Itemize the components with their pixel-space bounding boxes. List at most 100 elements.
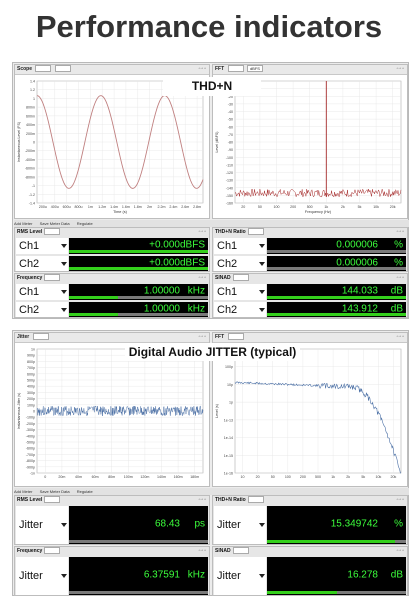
y-tick-label: 1e-14 <box>224 436 233 440</box>
unit-dropdown[interactable] <box>44 228 61 236</box>
y-tick-label: 800p <box>27 360 35 364</box>
frequency-meter: Frequency ▫▫▫ Ch1 1.00000 kHz Ch2 1.00000 k… <box>14 273 210 318</box>
level-track <box>69 313 208 316</box>
unit-dropdown[interactable] <box>44 547 61 555</box>
y-tick-label: 200p <box>27 397 35 401</box>
channel-dropdown-icon[interactable] <box>61 290 67 294</box>
x-tick-label: 5k <box>361 475 365 479</box>
unit-dropdown[interactable] <box>247 228 264 236</box>
channel-label: Ch1 <box>16 284 68 300</box>
y-tick-label: -600m <box>25 167 35 171</box>
rms-level-meter: RMS Level ▫▫▫ Jitter 68.43 ps <box>14 495 210 545</box>
channel-dropdown-icon[interactable] <box>259 574 265 578</box>
save-meter-data-button[interactable]: Save Meter Data <box>39 489 70 494</box>
scope-dropdown-2[interactable] <box>54 65 71 73</box>
regulate-button[interactable]: Regulate <box>76 221 93 226</box>
channel-label: Ch2 <box>214 256 266 271</box>
channel-dropdown-icon[interactable] <box>61 261 67 266</box>
x-tick-label: 800u <box>75 205 83 209</box>
level-track <box>267 591 406 594</box>
meter-display: 1.00000 kHz <box>69 302 208 317</box>
meter-unit: dBFS <box>179 256 205 268</box>
x-tick-label: 10 <box>241 475 245 479</box>
meter-row-ch2: Ch2 143.912 dB <box>214 302 406 317</box>
scope-dropdown-1[interactable] <box>35 65 52 73</box>
x-tick-label: 20 <box>241 205 245 209</box>
fft-dropdown-1[interactable] <box>227 333 244 341</box>
level-bar <box>69 313 118 316</box>
x-tick-label: 2.8m <box>193 205 201 209</box>
fft-toolbar: FFT ▫▫▫ <box>213 333 407 343</box>
jitter-spectrum-trace <box>234 381 402 474</box>
y-tick-label: -800p <box>26 459 35 463</box>
channel-dropdown-icon[interactable] <box>61 307 67 312</box>
channel-label: Jitter <box>16 506 68 544</box>
regulate-button[interactable]: Regulate <box>76 489 93 494</box>
meter-unit: dBFS <box>179 239 205 251</box>
y-tick-label: -100p <box>26 416 35 420</box>
unit-dropdown[interactable] <box>44 496 61 504</box>
meter-controls-icon[interactable]: ▫▫▫ <box>198 229 207 235</box>
meter-controls-icon[interactable]: ▫▫▫ <box>396 229 405 235</box>
y-tick-label: -150 <box>226 194 233 198</box>
y-tick-label: -900p <box>26 465 35 469</box>
meter-unit: % <box>394 518 403 530</box>
meter-display: 68.43 ps <box>69 506 208 544</box>
x-tick-label: 1.2m <box>98 205 106 209</box>
unit-dropdown[interactable] <box>232 547 249 555</box>
channel-dropdown-icon[interactable] <box>259 261 265 266</box>
channel-dropdown-icon[interactable] <box>259 307 265 312</box>
meter-controls-icon[interactable]: ▫▫▫ <box>396 497 405 503</box>
meter-unit: dB <box>390 302 403 314</box>
x-tick-label: 200 <box>300 475 306 479</box>
meter-display: 0.000006% <box>267 256 406 271</box>
fft-plot: 0-10-20-30-40-50-60-70-80-90-100-110-120… <box>215 80 402 214</box>
y-tick-label: 300p <box>27 391 35 395</box>
panel-controls-icon[interactable]: ▫▫▫ <box>198 66 207 72</box>
meter-title: THD+N Ratio ▫▫▫ <box>215 228 405 236</box>
meter-controls-icon[interactable]: ▫▫▫ <box>198 497 207 503</box>
channel-dropdown-icon[interactable] <box>259 523 265 527</box>
y-tick-label: 1 <box>33 97 35 101</box>
channel-dropdown-icon[interactable] <box>61 244 67 248</box>
unit-dropdown[interactable] <box>247 496 264 504</box>
y-tick-label: 200m <box>26 132 35 136</box>
meter-controls-icon[interactable]: ▫▫▫ <box>198 275 207 281</box>
channel-label: Jitter <box>214 557 266 595</box>
y-tick-label: -1n <box>30 472 35 476</box>
channel-dropdown-icon[interactable] <box>61 523 67 527</box>
fft-dropdown-2[interactable]: dBFS <box>246 65 263 73</box>
channel-dropdown-icon[interactable] <box>259 244 265 248</box>
meter-value: 144.033 <box>341 285 378 297</box>
unit-dropdown[interactable] <box>232 274 249 282</box>
save-meter-data-button[interactable]: Save Meter Data <box>39 221 70 226</box>
meter-controls-icon[interactable]: ▫▫▫ <box>198 548 207 554</box>
y-tick-label: 1.4 <box>30 80 35 84</box>
fft-dropdown-1[interactable] <box>227 65 244 73</box>
y-tick-label: -130 <box>226 179 233 183</box>
x-tick-label: 100 <box>274 205 280 209</box>
scope-dropdown-1[interactable] <box>32 333 49 341</box>
meter-unit: % <box>394 239 403 251</box>
x-tick-label: 100m <box>124 475 133 479</box>
panel-controls-icon[interactable]: ▫▫▫ <box>198 334 207 340</box>
panel-controls-icon[interactable]: ▫▫▫ <box>396 66 405 72</box>
meter-controls-icon[interactable]: ▫▫▫ <box>396 275 405 281</box>
panel-controls-icon[interactable]: ▫▫▫ <box>396 334 405 340</box>
channel-dropdown-icon[interactable] <box>61 574 67 578</box>
level-bar <box>69 267 208 270</box>
sine-trace <box>36 95 204 189</box>
unit-dropdown[interactable] <box>44 274 61 282</box>
meter-value: 16.278 <box>347 569 378 581</box>
meter-row-jitter: Jitter 6.37591 kHz <box>16 557 208 595</box>
add-meter-button[interactable]: Add Meter <box>14 489 33 494</box>
y-tick-label: -110 <box>226 163 233 167</box>
meter-row-ch1: Ch1 1.00000 kHz <box>16 284 208 300</box>
channel-dropdown-icon[interactable] <box>259 290 265 294</box>
y-tick-label: -100 <box>226 156 233 160</box>
y-tick-label: 100p <box>225 365 233 369</box>
meter-controls-icon[interactable]: ▫▫▫ <box>396 548 405 554</box>
thd-ratio-meter: THD+N Ratio ▫▫▫ Ch1 0.000006% Ch2 0.00000… <box>212 227 408 272</box>
y-tick-label: -1.4 <box>29 202 35 206</box>
add-meter-button[interactable]: Add Meter <box>14 221 33 226</box>
